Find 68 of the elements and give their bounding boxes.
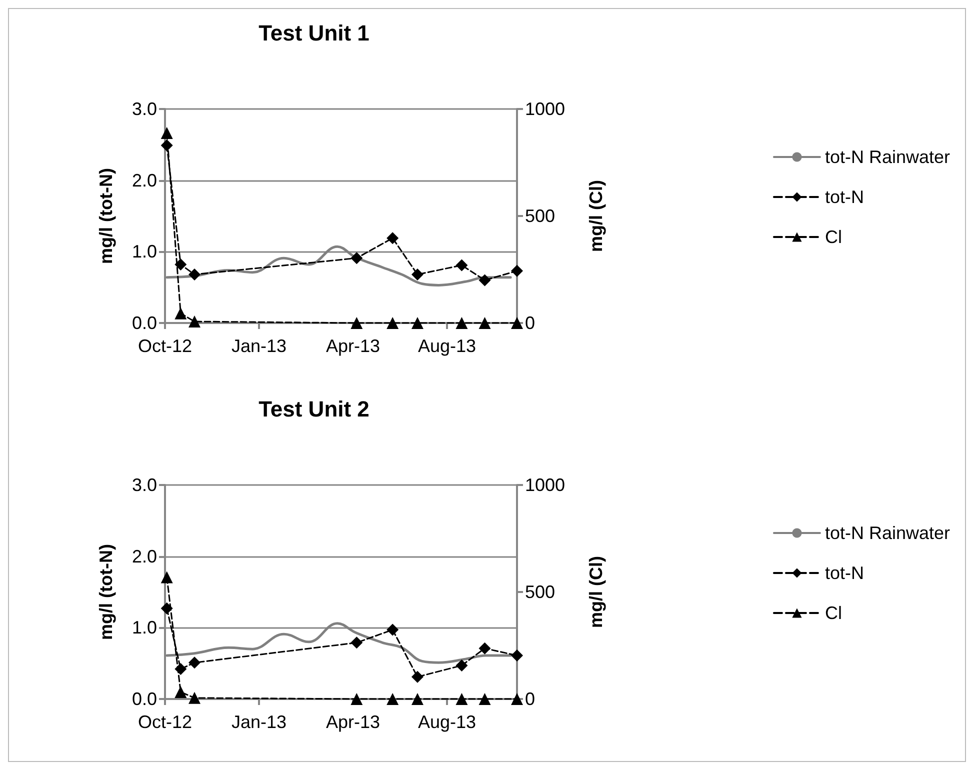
point [511, 264, 523, 277]
point [478, 642, 491, 654]
y2-axis-title: mg/l (Cl) [586, 556, 606, 628]
legend-label: tot-N Rainwater [824, 523, 950, 543]
point [350, 693, 363, 705]
x-tick-label: Aug-13 [418, 336, 476, 356]
point [478, 317, 491, 329]
x-tick-label: Oct-12 [138, 712, 192, 732]
y-tick-label: 3.0 [132, 475, 157, 495]
point [411, 317, 424, 329]
point [511, 649, 523, 662]
point [478, 693, 491, 705]
point [350, 636, 363, 649]
point [174, 663, 187, 676]
point [160, 602, 173, 614]
y2-axis-title: mg/l (Cl) [586, 180, 606, 252]
y-axis-title: mg/l (tot-N) [96, 168, 116, 264]
point [174, 307, 187, 320]
point [411, 268, 424, 280]
x-tick-label: Apr-13 [326, 336, 380, 356]
y-tick-label: 3.0 [132, 99, 157, 119]
point [386, 624, 399, 636]
point [478, 274, 491, 286]
point [456, 317, 468, 329]
x-tick-label: Jan-13 [231, 712, 287, 732]
legend-label: tot-N [824, 563, 864, 583]
point [386, 232, 399, 244]
point [174, 686, 187, 698]
point [456, 659, 468, 672]
point [350, 317, 363, 329]
y-tick-label: 0.0 [132, 689, 157, 709]
point [350, 252, 363, 264]
point [188, 656, 200, 669]
y-tick-label: 1.0 [132, 242, 157, 262]
chart-title: Test Unit 1 [258, 20, 370, 46]
y2-tick-label: 500 [525, 582, 556, 602]
y2-tick-label: 0 [525, 689, 536, 709]
x-tick-label: Apr-13 [326, 712, 380, 732]
point [456, 259, 468, 272]
point [174, 258, 187, 271]
x-tick-label: Jan-13 [231, 336, 287, 356]
legend-label: Cl [824, 603, 842, 623]
point [386, 693, 399, 705]
point [160, 571, 173, 584]
y-tick-label: 2.0 [132, 546, 157, 566]
legend-label: tot-N [824, 187, 864, 207]
point [411, 670, 424, 683]
point [411, 693, 424, 705]
y-axis-title: mg/l (tot-N) [96, 544, 116, 640]
point [160, 126, 173, 139]
legend-label: tot-N Rainwater [824, 147, 950, 167]
y-tick-label: 0.0 [132, 313, 157, 333]
point [456, 693, 468, 705]
chart-title: Test Unit 2 [258, 396, 370, 422]
x-tick-label: Oct-12 [138, 336, 192, 356]
point [188, 316, 200, 328]
point [188, 692, 200, 704]
y2-tick-label: 1000 [525, 475, 566, 495]
y2-tick-label: 0 [525, 313, 536, 333]
y2-tick-label: 1000 [525, 99, 566, 119]
legend-label: Cl [824, 227, 842, 247]
y2-tick-label: 500 [525, 206, 556, 226]
y-tick-label: 2.0 [132, 170, 157, 190]
point [160, 139, 173, 152]
y-tick-label: 1.0 [132, 618, 157, 638]
point [188, 268, 200, 280]
x-tick-label: Aug-13 [418, 712, 476, 732]
point [386, 317, 399, 329]
